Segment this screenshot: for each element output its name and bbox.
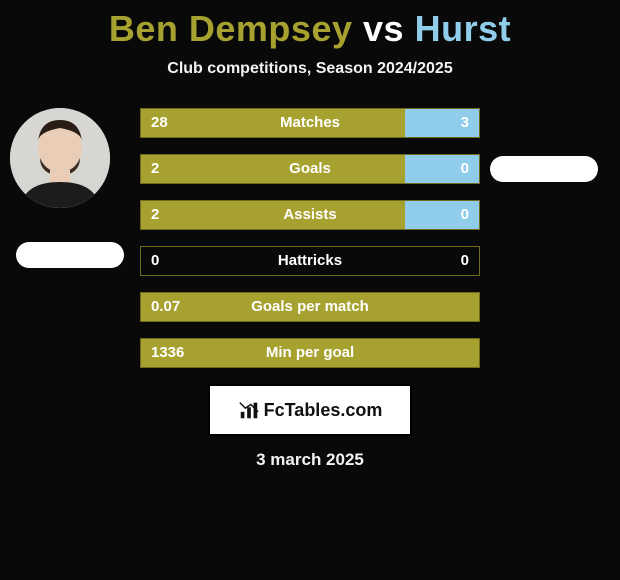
avatar-player1 <box>10 108 110 208</box>
stat-fill-left <box>141 201 405 229</box>
name-pill-player1 <box>16 242 124 268</box>
stat-row: 20Goals <box>140 154 480 184</box>
logo-box: FcTables.com <box>208 384 412 436</box>
stat-value-left: 0 <box>141 247 169 276</box>
stat-fill-left <box>141 109 405 137</box>
stat-value-left: 2 <box>141 201 169 230</box>
stat-fill-left <box>141 293 479 321</box>
date-text: 3 march 2025 <box>0 450 620 470</box>
stat-value-left: 2 <box>141 155 169 184</box>
stat-value-left: 0.07 <box>141 293 190 322</box>
stat-value-right: 3 <box>451 109 479 138</box>
title-player1: Ben Dempsey <box>109 8 353 49</box>
stat-value-right: 0 <box>451 247 479 276</box>
name-pill-player2 <box>490 156 598 182</box>
stat-label: Hattricks <box>141 247 479 276</box>
stat-row: 1336Min per goal <box>140 338 480 368</box>
stat-value-right <box>459 339 479 368</box>
stat-fill-left <box>141 155 405 183</box>
stat-row: 0.07Goals per match <box>140 292 480 322</box>
stats-bars: 283Matches20Goals20Assists00Hattricks0.0… <box>140 108 480 368</box>
comparison-area: 283Matches20Goals20Assists00Hattricks0.0… <box>0 108 620 368</box>
stat-row: 0 0Hattricks <box>140 246 480 276</box>
title-vs: vs <box>363 8 404 49</box>
stat-value-right: 0 <box>451 155 479 184</box>
title-player2: Hurst <box>415 8 512 49</box>
stat-value-left: 1336 <box>141 339 194 368</box>
page-title: Ben Dempsey vs Hurst <box>0 0 620 50</box>
bar-chart-icon <box>238 399 260 421</box>
stat-value-right: 0 <box>451 201 479 230</box>
logo-text: FcTables.com <box>264 400 383 421</box>
stat-row: 20Assists <box>140 200 480 230</box>
subtitle: Club competitions, Season 2024/2025 <box>0 60 620 78</box>
avatar-player1-image <box>10 108 110 208</box>
stat-value-left: 28 <box>141 109 178 138</box>
stat-row: 283Matches <box>140 108 480 138</box>
stat-value-right <box>459 293 479 322</box>
